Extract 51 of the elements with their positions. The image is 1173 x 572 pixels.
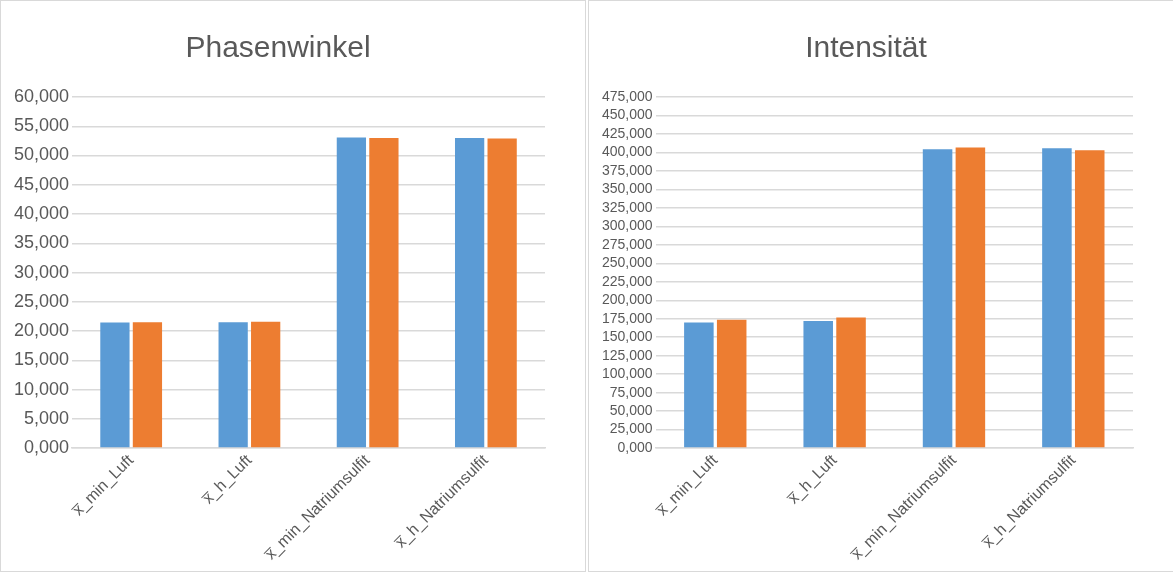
- y-tick-label: 475,000: [602, 87, 653, 104]
- y-tick-label: 20,000: [13, 320, 70, 341]
- y-tick-label: 15,000: [13, 349, 70, 370]
- bar: [1074, 150, 1105, 448]
- bar: [487, 138, 517, 448]
- chart-title: Intensität: [805, 30, 928, 64]
- y-tick-label: 0,000: [617, 438, 653, 455]
- y-tick-label: 25,000: [609, 420, 653, 437]
- y-tick-label: 50,000: [13, 144, 70, 165]
- y-tick-label: 150,000: [602, 328, 653, 345]
- bar: [955, 147, 986, 448]
- y-tick-label: 35,000: [13, 232, 70, 253]
- bar: [1042, 148, 1072, 448]
- y-tick-label: 125,000: [602, 346, 653, 363]
- y-tick-label: 175,000: [602, 309, 653, 326]
- y-tick-label: 275,000: [602, 235, 653, 252]
- bar: [684, 322, 714, 448]
- bar: [251, 321, 281, 448]
- y-tick-label: 450,000: [602, 106, 653, 123]
- bar: [922, 149, 953, 448]
- y-tick-label: 45,000: [13, 173, 70, 194]
- bar: [100, 322, 130, 448]
- y-tick-label: 10,000: [13, 378, 70, 399]
- y-tick-label: 200,000: [602, 291, 653, 308]
- y-tick-label: 350,000: [602, 180, 653, 197]
- y-tick-label: 400,000: [602, 143, 653, 160]
- bar: [336, 137, 367, 448]
- bar: [369, 137, 399, 448]
- bar: [716, 319, 747, 448]
- bar: [836, 317, 866, 448]
- y-tick-label: 0,000: [24, 437, 70, 458]
- y-tick-label: 375,000: [602, 161, 653, 178]
- y-tick-label: 425,000: [602, 124, 653, 141]
- bar: [218, 322, 248, 448]
- y-tick-label: 5,000: [24, 407, 70, 428]
- y-tick-label: 55,000: [13, 115, 70, 136]
- y-tick-label: 225,000: [602, 272, 653, 289]
- y-tick-label: 40,000: [13, 203, 70, 223]
- y-tick-label: 75,000: [609, 383, 653, 400]
- bar: [132, 322, 163, 448]
- bar: [803, 321, 833, 448]
- y-tick-label: 250,000: [602, 254, 653, 271]
- y-tick-label: 50,000: [609, 401, 653, 418]
- y-tick-label: 25,000: [13, 290, 70, 311]
- y-tick-label: 30,000: [13, 261, 70, 282]
- y-tick-label: 300,000: [602, 217, 653, 234]
- chart-title: Phasenwinkel: [185, 30, 371, 64]
- bar: [454, 137, 485, 448]
- y-tick-label: 60,000: [13, 85, 70, 106]
- y-tick-label: 325,000: [602, 198, 653, 215]
- y-tick-label: 100,000: [602, 365, 653, 382]
